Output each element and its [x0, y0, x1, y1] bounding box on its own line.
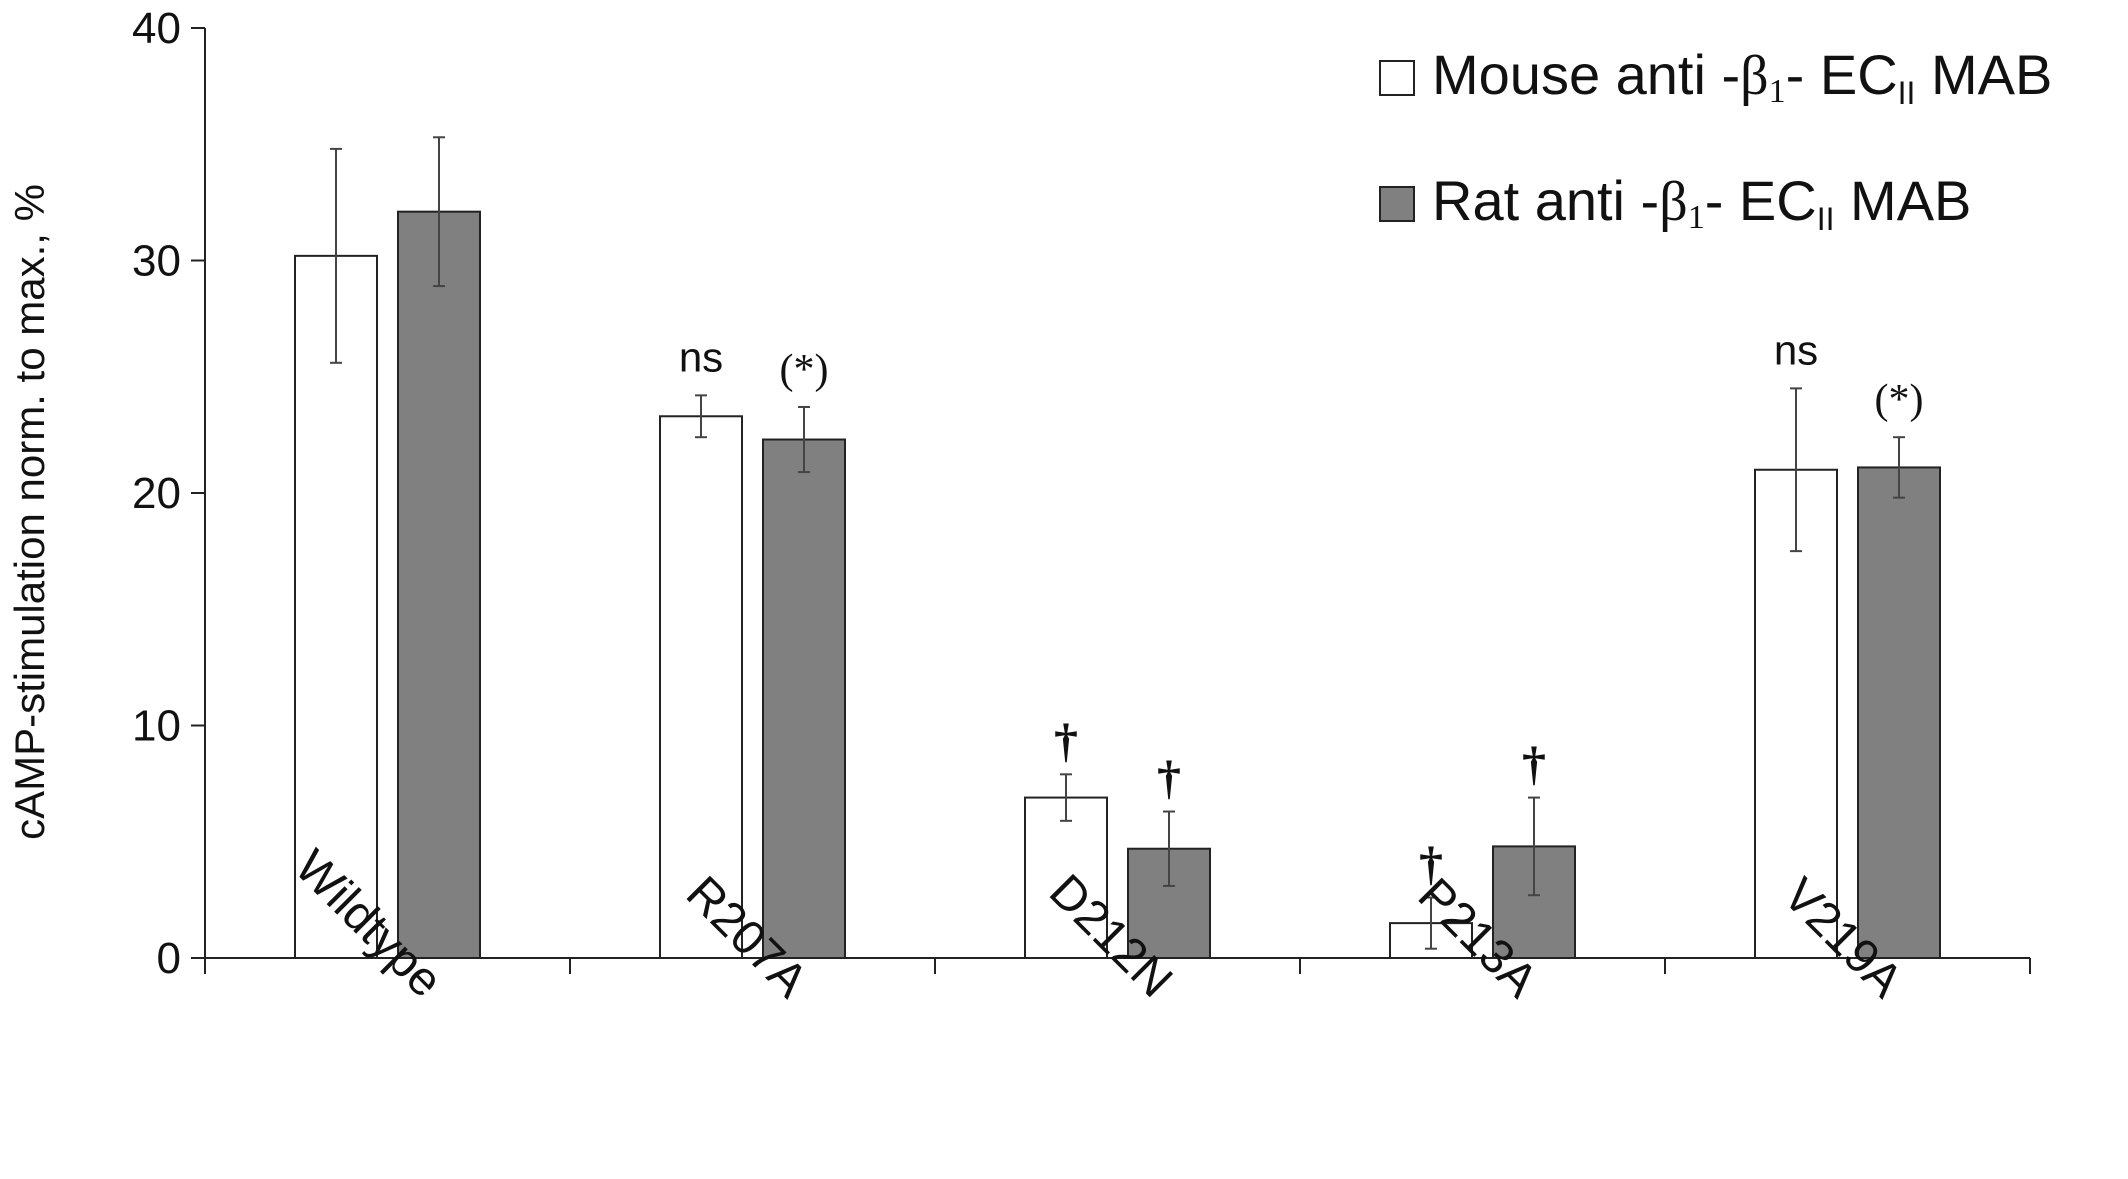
significance-label: ns	[679, 333, 723, 380]
legend-swatch-rat	[1379, 186, 1415, 222]
error-bar	[1425, 896, 1437, 950]
bar-rat-wildtype	[397, 210, 481, 960]
bars	[294, 210, 1941, 960]
error-bar	[1528, 796, 1540, 897]
bar-rat-v219a	[1857, 466, 1941, 959]
y-tick-label: 10	[132, 702, 181, 751]
error-bar	[330, 147, 342, 364]
bar-mouse-wildtype	[294, 254, 378, 960]
error-bar	[798, 405, 810, 474]
significance-label: †	[1419, 838, 1443, 891]
significance-label: ns	[1774, 326, 1818, 373]
legend-swatch-mouse	[1379, 60, 1415, 96]
y-tick-label: 40	[132, 4, 181, 53]
error-bar	[1893, 436, 1905, 499]
error-bar	[433, 136, 445, 288]
error-bar	[695, 394, 707, 439]
error-bar	[1163, 810, 1175, 887]
y-axis-title: cAMP-stimulation norm. to max., %	[6, 184, 53, 840]
axes: 0 10 20 30 40	[132, 4, 2031, 983]
error-bar	[1790, 387, 1802, 553]
significance-label: (*)	[1875, 377, 1924, 423]
significance-label: †	[1157, 752, 1181, 805]
bar-mouse-r207a	[659, 415, 743, 959]
legend: Mouse anti -β1- ECII MAB Rat anti -β1- EC…	[1379, 43, 2052, 237]
legend-label-rat: Rat anti -β1- ECII MAB	[1432, 169, 1971, 237]
error-bar	[1060, 773, 1072, 822]
bar-rat-r207a	[762, 438, 846, 959]
error-bars	[330, 136, 1905, 950]
significance-annotations: ns (*) † † † † ns (*)	[679, 326, 1924, 890]
significance-label: †	[1522, 738, 1546, 791]
y-tick-label: 20	[132, 469, 181, 518]
y-tick-label: 0	[157, 934, 181, 983]
significance-label: †	[1054, 714, 1078, 767]
bar-mouse-d212n	[1024, 796, 1108, 960]
y-tick-label: 30	[132, 237, 181, 286]
significance-label: (*)	[780, 347, 829, 393]
legend-label-mouse: Mouse anti -β1- ECII MAB	[1432, 43, 2052, 111]
